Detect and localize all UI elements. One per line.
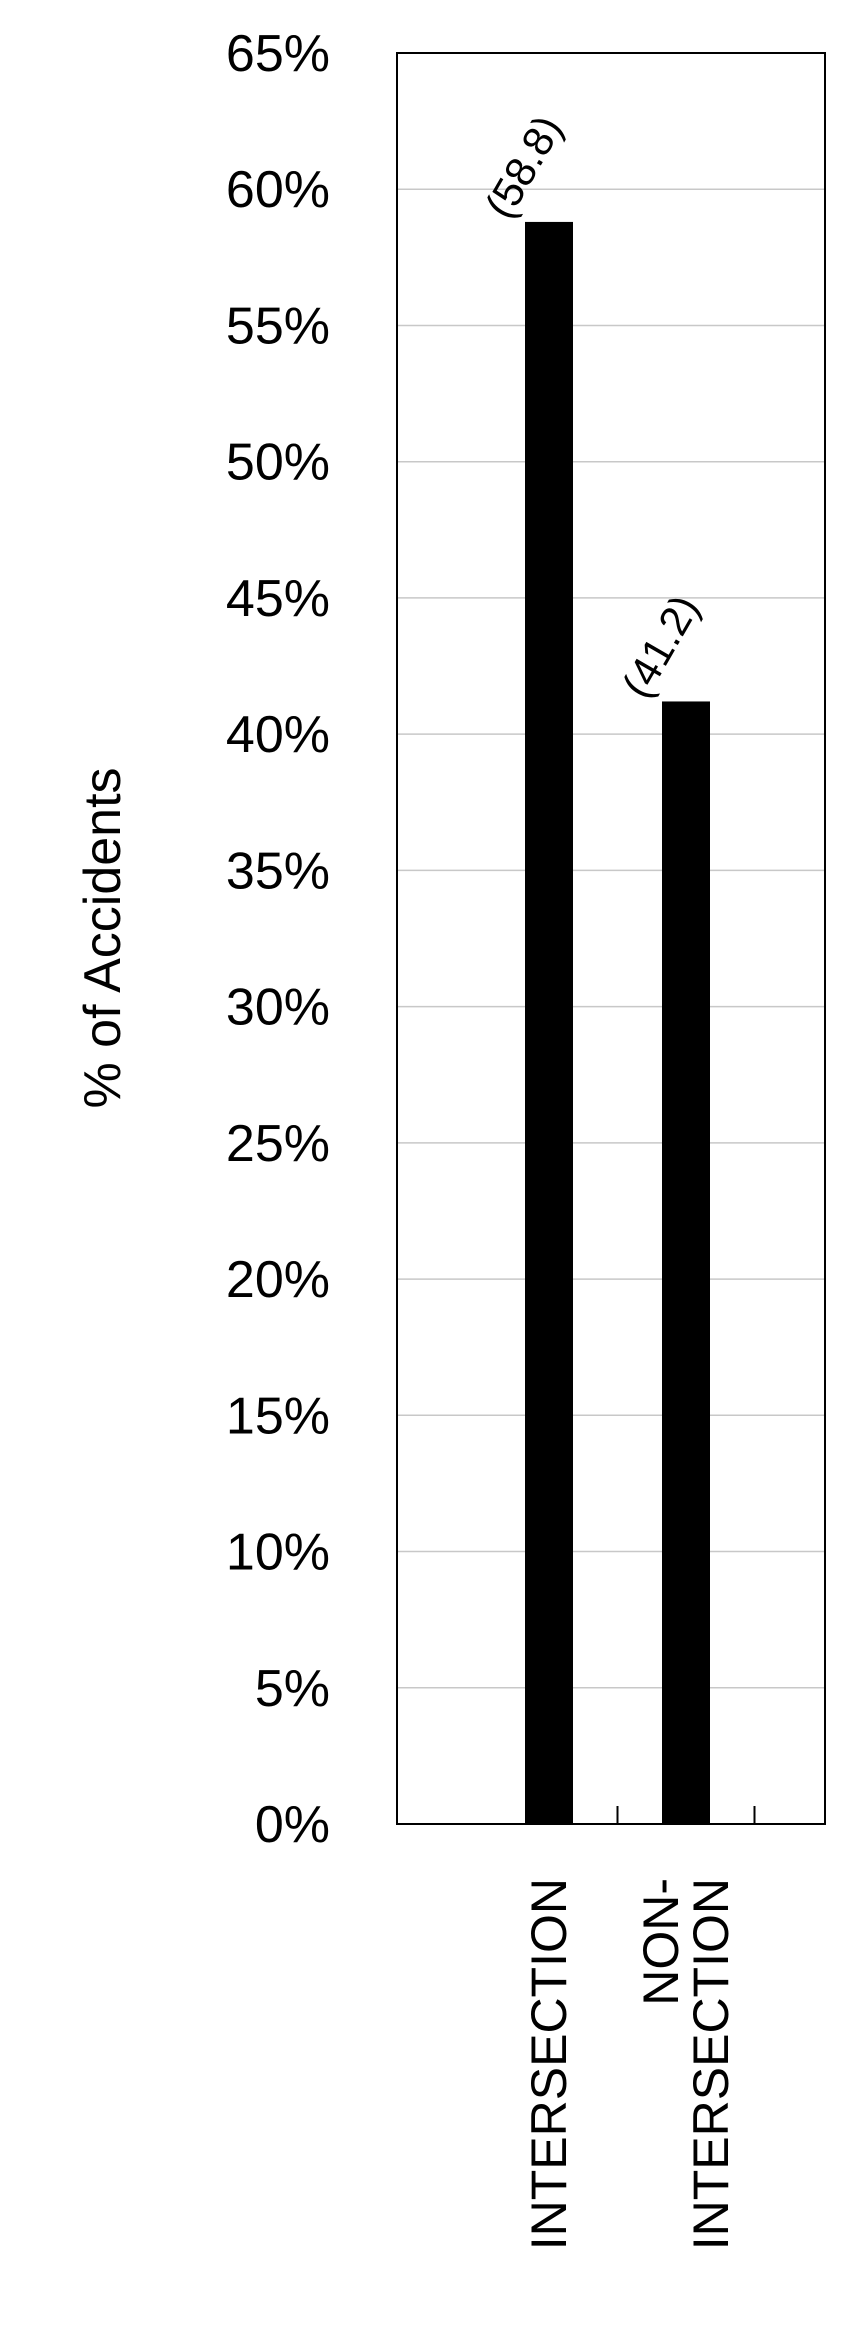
category-labels: INTERSECTION NON-INTERSECTION	[521, 1878, 739, 2250]
gridlines	[397, 188, 825, 1689]
y-tick-label: 25%	[226, 1115, 330, 1173]
data-label: (58.8)	[476, 107, 572, 226]
category-label: NON-INTERSECTION	[633, 1878, 739, 2250]
y-axis-title: % of Accidents	[74, 767, 132, 1108]
y-tick-label: 60%	[226, 161, 330, 219]
y-tick-label: 30%	[226, 979, 330, 1037]
y-tick-label: 0%	[255, 1796, 330, 1854]
y-tick-label: 10%	[226, 1524, 330, 1582]
y-tick-label: 20%	[226, 1251, 330, 1309]
bar	[525, 221, 573, 1824]
x-axis-ticks	[616, 1806, 756, 1824]
data-labels: (58.8) (41.2)	[476, 107, 709, 705]
y-tick-label: 5%	[255, 1660, 330, 1718]
plot-area-frame	[396, 52, 826, 1825]
category-label: INTERSECTION	[521, 1878, 577, 2250]
y-tick-label: 35%	[226, 842, 330, 900]
y-tick-label: 40%	[226, 706, 330, 764]
y-tick-label: 45%	[226, 570, 330, 628]
y-tick-label: 65%	[226, 25, 330, 83]
y-tick-label: 50%	[226, 434, 330, 492]
bars	[525, 221, 710, 1824]
y-axis-tick-labels: 0% 5% 10% 15% 20% 25% 30% 35% 40% 45% 50% 55% 60% 65%	[226, 25, 330, 1854]
y-tick-label: 15%	[226, 1387, 330, 1445]
data-label: (41.2)	[613, 587, 709, 706]
y-tick-label: 55%	[226, 297, 330, 355]
bar	[662, 701, 710, 1824]
